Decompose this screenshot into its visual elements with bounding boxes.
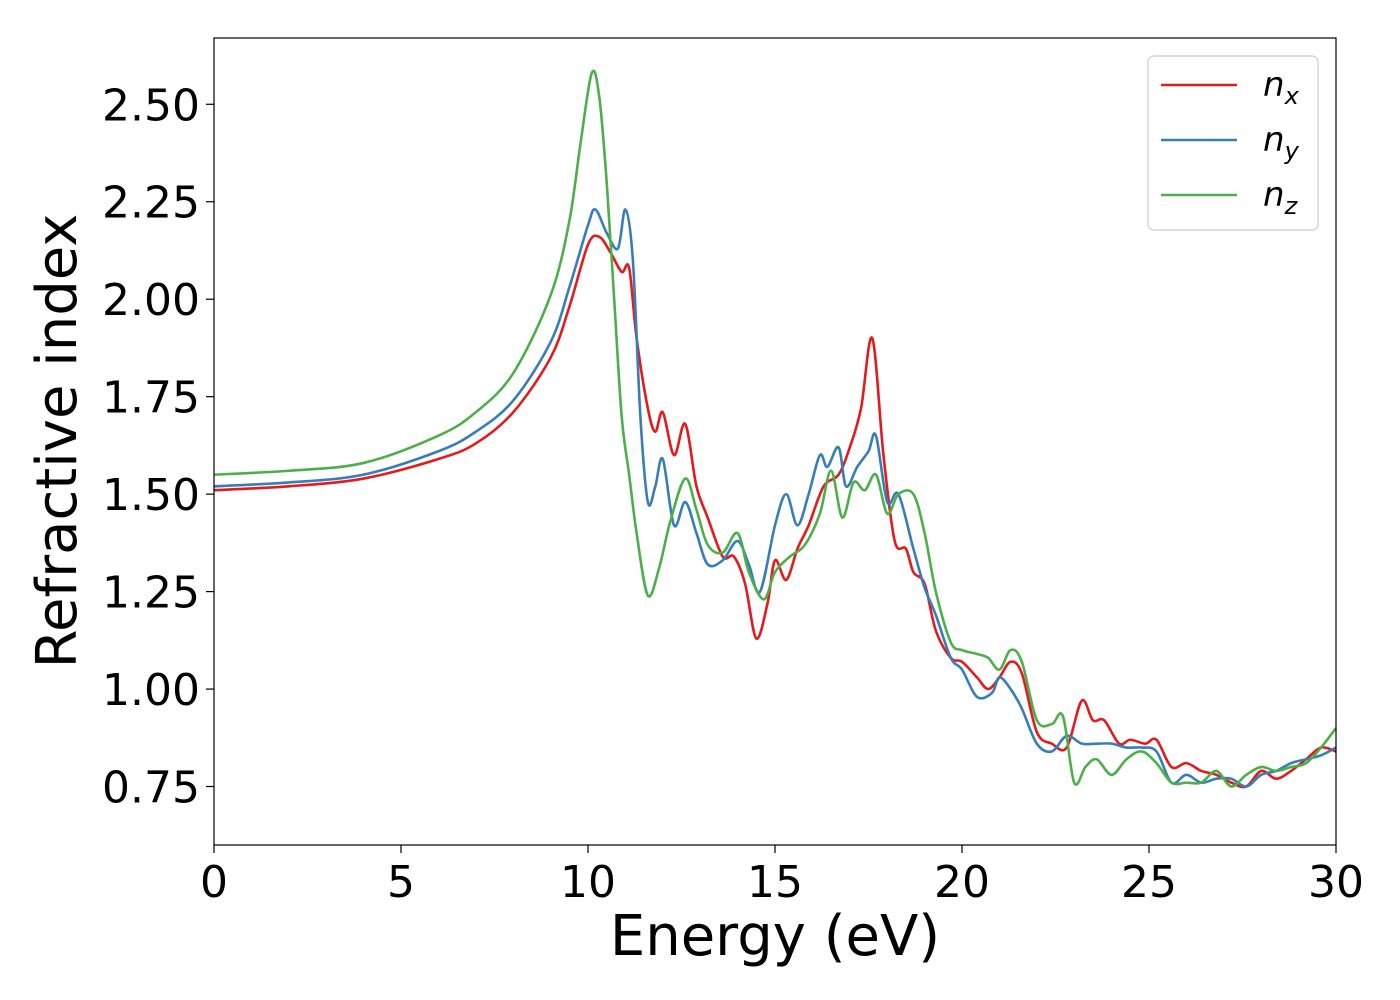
series-line-x — [213, 234, 1337, 789]
x-tick-label: 15 — [747, 857, 803, 908]
y-tick-label: 0.75 — [102, 763, 200, 814]
legend: nx ny nz — [1147, 55, 1319, 231]
series-line-y — [213, 208, 1337, 788]
x-tick-label: 5 — [387, 857, 415, 908]
y-tick-label: 1.50 — [102, 470, 200, 521]
x-tick-label: 0 — [200, 857, 228, 908]
y-tick-label: 1.00 — [102, 665, 200, 716]
y-axis-ticks: 0.75 1.00 1.25 1.50 1.75 2.00 2.25 2.50 — [102, 80, 214, 814]
legend-label-y: ny — [1263, 120, 1300, 165]
y-tick-label: 2.00 — [102, 275, 200, 326]
y-tick-label: 1.75 — [102, 373, 200, 424]
x-tick-label: 10 — [560, 857, 616, 908]
series-lines — [213, 69, 1338, 789]
x-tick-label: 25 — [1121, 857, 1177, 908]
series-line-z — [213, 69, 1338, 788]
legend-label-x: nx — [1263, 65, 1300, 110]
x-axis-title: Energy (eV) — [610, 904, 940, 969]
x-tick-label: 20 — [934, 857, 990, 908]
legend-label-z: nz — [1263, 175, 1299, 220]
x-axis-ticks: 0 5 10 15 20 25 30 — [200, 845, 1364, 908]
x-tick-label: 30 — [1308, 857, 1364, 908]
y-tick-label: 2.50 — [102, 80, 200, 131]
y-axis-title: Refractive index — [25, 214, 90, 669]
y-tick-label: 2.25 — [102, 178, 200, 229]
y-tick-label: 1.25 — [102, 568, 200, 619]
legend-box — [1147, 55, 1319, 231]
